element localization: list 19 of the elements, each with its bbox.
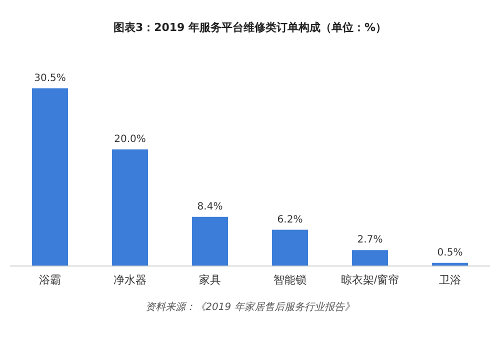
- bar: [272, 230, 308, 266]
- bar: [192, 216, 228, 266]
- bar: [352, 250, 388, 266]
- data-label: 2.7%: [357, 234, 383, 246]
- x-tick-label: 浴霸: [39, 274, 61, 286]
- data-label: 8.4%: [197, 201, 223, 212]
- data-label: 30.5%: [34, 72, 66, 84]
- x-tick-label: 卫浴: [439, 274, 461, 286]
- data-label: 20.0%: [114, 134, 146, 145]
- bar: [32, 88, 68, 266]
- bar: [112, 149, 148, 266]
- x-tick-label: 净水器: [114, 273, 146, 286]
- x-tick-label: 智能锁: [274, 273, 306, 286]
- chart-title: 图表3：2019 年服务平台维修类订单构成（单位：%）: [112, 20, 388, 35]
- text: 资料来源：《2019 年家居售后服务行业报告》: [144, 300, 356, 314]
- x-tick-label: 家具: [199, 273, 221, 286]
- data-label: 6.2%: [277, 214, 303, 226]
- data-label: 0.5%: [437, 247, 463, 258]
- x-tick-label: 晾衣架/窗帘: [340, 273, 400, 286]
